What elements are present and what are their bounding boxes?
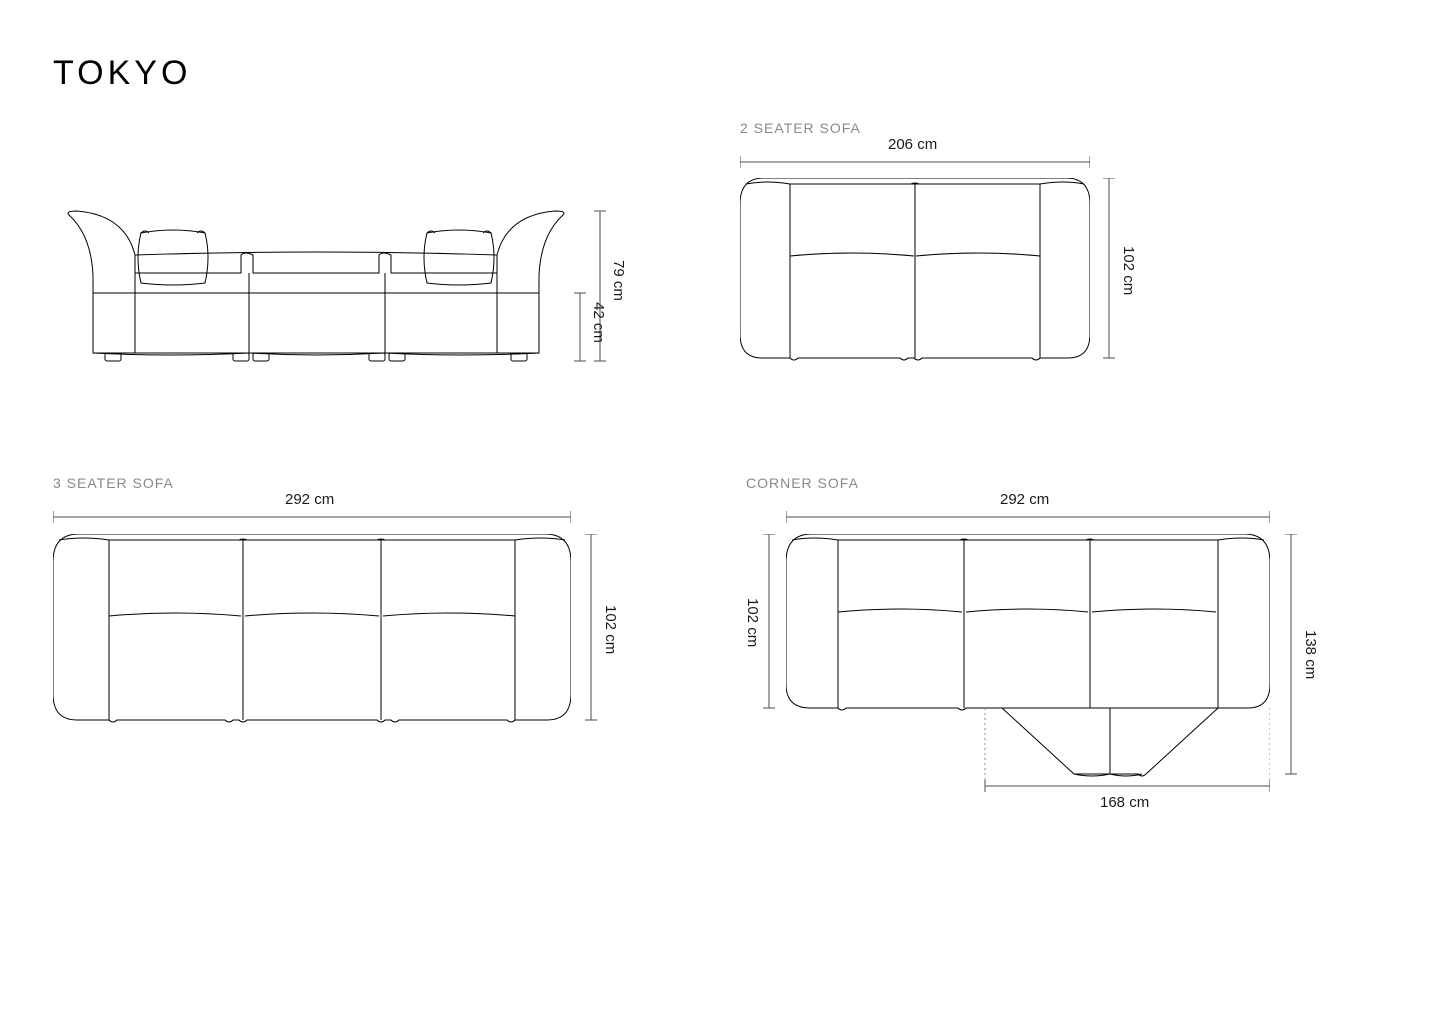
label-2-seater: 2 SEATER SOFA [740,120,861,136]
dim-3seater-depth: 102 cm [602,605,619,654]
label-3-seater: 3 SEATER SOFA [53,475,174,491]
dim-corner-depth-right-line [1284,534,1298,794]
dim-3seater-width: 292 cm [285,491,334,508]
dim-2seater-depth-line [1102,178,1116,368]
dim-corner-chaise [786,708,1270,808]
dim-2seater-width: 206 cm [888,136,937,153]
dim-corner-depth-right: 138 cm [1302,630,1319,679]
dim-2seater-depth: 102 cm [1120,246,1137,295]
dim-seat-height: 42 cm [590,302,607,343]
dim-3seater-depth-line [584,534,598,734]
dim-corner-width-line [786,510,1270,524]
label-corner: CORNER SOFA [746,475,859,491]
dim-height-total: 79 cm [610,260,627,301]
spec-sheet: TOKYO [0,0,1448,1024]
two-seater-drawing [740,178,1090,368]
dim-corner-depth-left-line [762,534,776,734]
dim-corner-depth-left: 102 cm [744,598,761,647]
front-elevation-dims [572,205,612,380]
front-elevation-drawing [55,205,595,380]
dim-3seater-width-line [53,510,571,524]
dim-corner-width: 292 cm [1000,491,1049,508]
dim-corner-chaise-width: 168 cm [1100,794,1149,811]
product-title: TOKYO [53,54,191,93]
three-seater-drawing [53,534,571,734]
dim-2seater-width-line [740,155,1090,169]
